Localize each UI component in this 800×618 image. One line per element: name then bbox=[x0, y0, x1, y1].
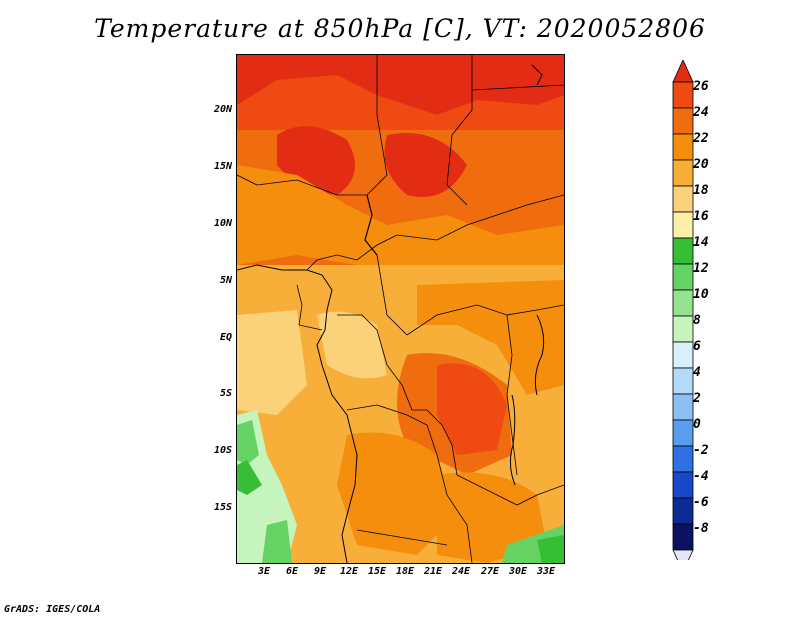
border-line bbox=[337, 314, 564, 506]
colorbar-label: 12 bbox=[693, 261, 709, 276]
lat-label: 10N bbox=[213, 218, 232, 229]
colorbar-label: 10 bbox=[693, 287, 709, 302]
lon-label: 15E bbox=[367, 566, 387, 577]
border-line bbox=[506, 314, 518, 476]
coast-cool bbox=[237, 310, 307, 415]
angola-warm bbox=[337, 432, 457, 555]
lat-label: 15S bbox=[213, 502, 232, 513]
lon-label: 9E bbox=[313, 566, 327, 577]
colorbar-segment bbox=[672, 315, 694, 343]
zambia-warm bbox=[437, 472, 547, 563]
border-line bbox=[364, 194, 378, 256]
colorbar-label: 8 bbox=[693, 313, 701, 328]
colorbar-segment bbox=[672, 211, 694, 239]
credit-text: GrADS: IGES/COLA bbox=[4, 604, 101, 615]
border-line bbox=[306, 194, 564, 271]
colorbar-segment bbox=[672, 81, 694, 109]
moderate-band bbox=[237, 165, 564, 295]
colorbar-segment bbox=[672, 497, 694, 525]
lake-outline bbox=[509, 394, 516, 486]
colorbar-segment bbox=[672, 289, 694, 317]
colorbar-label: -2 bbox=[693, 443, 709, 458]
hottest-zone bbox=[237, 55, 564, 115]
colorbar-segment bbox=[672, 159, 694, 187]
colorbar-segment bbox=[672, 367, 694, 395]
lon-label: 24E bbox=[451, 566, 471, 577]
colorbar-label: -8 bbox=[693, 521, 709, 536]
lat-label: 15N bbox=[213, 161, 232, 172]
colorbar-label: 24 bbox=[693, 105, 709, 120]
colorbar-segment bbox=[672, 185, 694, 213]
colorbar-label: 20 bbox=[693, 157, 709, 172]
lon-label: 18E bbox=[395, 566, 415, 577]
lon-label: 6E bbox=[285, 566, 299, 577]
coastline bbox=[237, 264, 358, 563]
lon-label: 33E bbox=[536, 566, 556, 577]
colorbar-segment bbox=[672, 445, 694, 473]
border-line bbox=[446, 55, 473, 206]
colorbar-top-triangle bbox=[672, 60, 694, 83]
colorbar-segment bbox=[672, 133, 694, 161]
lon-label: 12E bbox=[339, 566, 359, 577]
colorbar-label: 22 bbox=[693, 131, 709, 146]
colorbar-segment bbox=[672, 237, 694, 265]
congo-warm bbox=[417, 280, 564, 395]
colorbar-label: 14 bbox=[693, 235, 709, 250]
lat-label: 5S bbox=[219, 388, 232, 399]
cool-coast-patch-1 bbox=[237, 420, 259, 465]
temperature-map bbox=[236, 54, 565, 564]
border-line bbox=[296, 284, 323, 331]
lat-label: EQ bbox=[219, 332, 232, 343]
colorbar-segment bbox=[672, 471, 694, 499]
colorbar-label: -4 bbox=[693, 469, 709, 484]
border-line bbox=[237, 55, 388, 196]
map-field bbox=[237, 55, 564, 563]
colorbar-label: -6 bbox=[693, 495, 709, 510]
colorbar bbox=[672, 60, 694, 560]
hottest-zone-central bbox=[384, 133, 467, 197]
cool-coast-patch-2 bbox=[237, 460, 262, 495]
border-line bbox=[346, 404, 473, 563]
border-line bbox=[376, 254, 564, 336]
border-line bbox=[471, 84, 564, 91]
colorbar-segment bbox=[672, 523, 694, 551]
colorbar-segment bbox=[672, 263, 694, 291]
lon-label: 3E bbox=[257, 566, 271, 577]
colorbar-label: 18 bbox=[693, 183, 709, 198]
border-line bbox=[356, 529, 448, 546]
colorbar-segment bbox=[672, 393, 694, 421]
lat-label: 20N bbox=[213, 104, 232, 115]
lat-label: 10S bbox=[213, 445, 232, 456]
drc-hot bbox=[437, 363, 507, 455]
lake-outline bbox=[534, 314, 545, 396]
cool-coast-patch-3 bbox=[262, 520, 292, 563]
colorbar-label: 26 bbox=[693, 79, 709, 94]
map-title: Temperature at 850hPa [C], VT: 202005280… bbox=[94, 14, 706, 43]
colorbar-segment bbox=[672, 419, 694, 447]
colorbar-bottom-triangle bbox=[672, 549, 694, 560]
colorbar-label: 2 bbox=[693, 391, 701, 406]
colorbar-label: 6 bbox=[693, 339, 701, 354]
colorbar-label: 16 bbox=[693, 209, 709, 224]
colorbar-segment bbox=[672, 341, 694, 369]
gabon-cool bbox=[317, 311, 387, 379]
lon-label: 27E bbox=[480, 566, 500, 577]
lon-label: 21E bbox=[423, 566, 443, 577]
lat-label: 5N bbox=[219, 275, 232, 286]
colorbar-label: 4 bbox=[693, 365, 701, 380]
colorbar-segment bbox=[672, 107, 694, 135]
colorbar-label: 0 bbox=[693, 417, 701, 432]
lon-label: 30E bbox=[508, 566, 528, 577]
